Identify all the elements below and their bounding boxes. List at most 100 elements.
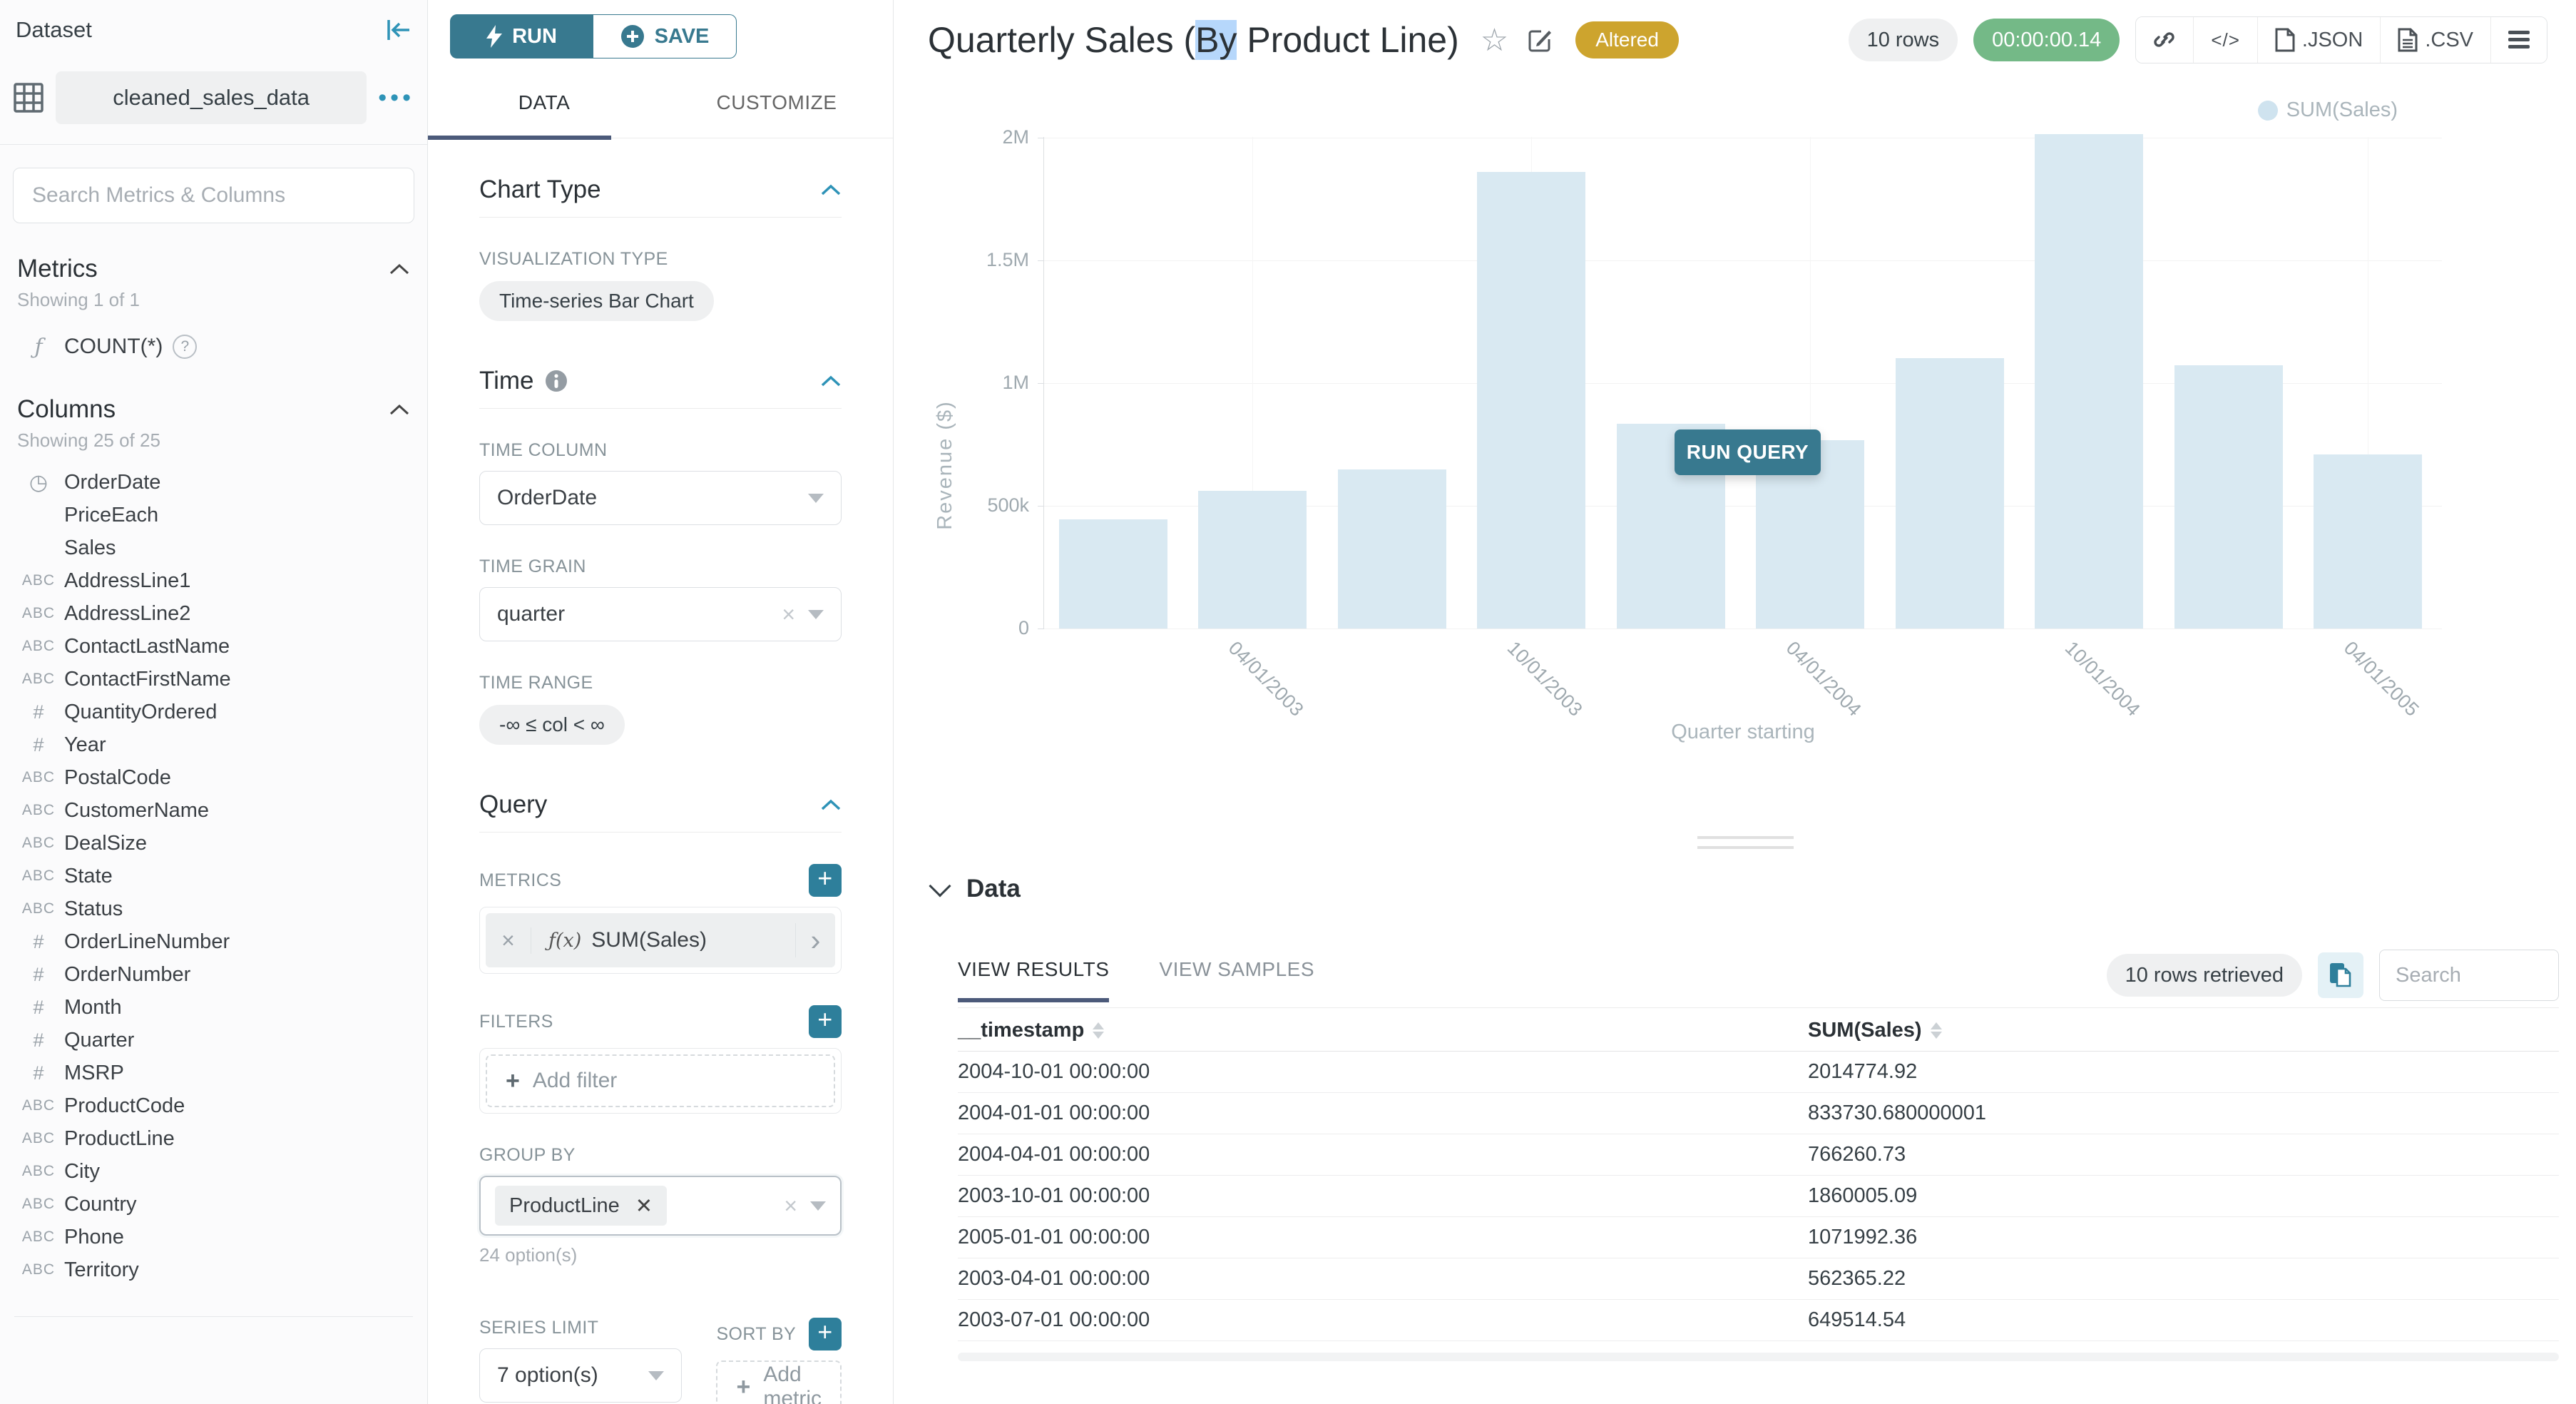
column-item[interactable]: CustomerName [13, 794, 414, 827]
copy-link-button[interactable] [2136, 17, 2194, 63]
title-selected-text: By [1195, 20, 1237, 60]
column-item[interactable]: ProductCode [13, 1089, 414, 1122]
chart-type-collapse-icon[interactable] [820, 183, 842, 196]
metric-help-icon[interactable]: ? [173, 335, 198, 359]
table-search-input[interactable] [2379, 950, 2559, 1001]
column-header-timestamp[interactable]: __timestamp [958, 1019, 1808, 1042]
column-item[interactable]: AddressLine1 [13, 564, 414, 597]
table-row[interactable]: 2003-10-01 00:00:00 1860005.09 [958, 1176, 2559, 1217]
edit-title-icon[interactable] [1527, 26, 1554, 54]
group-by-chip[interactable]: ProductLine ✕ [495, 1186, 668, 1226]
column-item[interactable]: ContactLastName [13, 630, 414, 663]
add-filter-button[interactable]: + [809, 1005, 842, 1038]
copy-data-button[interactable] [2318, 952, 2363, 998]
collapse-data-icon[interactable] [929, 875, 951, 897]
column-item[interactable]: Status [13, 892, 414, 925]
time-column-select[interactable]: OrderDate [479, 471, 842, 525]
metric-item[interactable]: ƒ COUNT(*) ? [13, 330, 414, 364]
column-item[interactable]: OrderDate [13, 466, 414, 499]
series-limit-select[interactable]: 7 option(s) [479, 1348, 683, 1403]
column-name: CustomerName [64, 798, 210, 822]
clear-icon[interactable]: × [782, 601, 795, 627]
export-csv-button[interactable]: .CSV [2380, 17, 2490, 63]
collapse-sidebar-icon[interactable] [386, 18, 412, 42]
table-row[interactable]: 2004-10-01 00:00:00 2014774.92 [958, 1052, 2559, 1093]
chart-title[interactable]: Quarterly Sales (By Product Line) [928, 19, 1459, 61]
dataset-name[interactable]: cleaned_sales_data [56, 71, 367, 124]
favorite-star-icon[interactable]: ☆ [1480, 21, 1509, 58]
column-item[interactable]: Quarter [13, 1024, 414, 1057]
run-button[interactable]: RUN [450, 14, 593, 58]
cell-sum-sales: 2014774.92 [1808, 1060, 1918, 1083]
tab-view-samples[interactable]: VIEW SAMPLES [1159, 958, 1315, 980]
save-button-label: SAVE [654, 24, 710, 48]
column-item[interactable]: Phone [13, 1221, 414, 1253]
time-collapse-icon[interactable] [820, 375, 842, 387]
table-row[interactable]: 2003-07-01 00:00:00 649514.54 [958, 1300, 2559, 1341]
tab-data[interactable]: DATA [518, 91, 571, 113]
column-name: AddressLine1 [64, 569, 191, 592]
altered-badge[interactable]: Altered [1575, 21, 1679, 58]
column-item[interactable]: OrderNumber [13, 958, 414, 991]
column-item[interactable]: ProductLine [13, 1122, 414, 1155]
clear-icon[interactable]: × [784, 1192, 797, 1219]
query-builder-panel: RUN SAVE DATA CUSTOMIZE Chart Type VISUA… [428, 0, 894, 1404]
remove-chip-icon[interactable]: ✕ [635, 1194, 653, 1218]
column-header-sum-sales[interactable]: SUM(Sales) [1808, 1019, 2559, 1042]
panel-resize-handle[interactable] [1697, 836, 1794, 856]
add-metric-button[interactable]: + [809, 864, 842, 897]
columns-collapse-icon[interactable] [389, 403, 410, 416]
column-item[interactable]: QuantityOrdered [13, 696, 414, 728]
query-collapse-icon[interactable] [820, 798, 842, 811]
table-scrollbar[interactable] [958, 1353, 2559, 1361]
metrics-collapse-icon[interactable] [389, 263, 410, 275]
legend-item[interactable]: SUM(Sales) [2257, 98, 2398, 122]
column-item[interactable]: AddressLine2 [13, 597, 414, 630]
embed-code-button[interactable]: </> [2193, 17, 2257, 63]
add-sort-metric-dropzone[interactable]: + Add metric [716, 1360, 842, 1404]
column-item[interactable]: State [13, 860, 414, 892]
search-metrics-columns-input[interactable] [13, 168, 414, 223]
column-item[interactable]: PostalCode [13, 761, 414, 794]
column-item[interactable]: PriceEach [13, 499, 414, 531]
column-type-icon [13, 802, 64, 819]
save-button[interactable]: SAVE [593, 14, 737, 58]
dataset-options-icon[interactable]: ••• [378, 83, 414, 111]
add-sort-metric-button[interactable]: + [809, 1318, 842, 1350]
column-item[interactable]: Sales [13, 531, 414, 564]
table-row[interactable]: 2004-01-01 00:00:00 833730.680000001 [958, 1093, 2559, 1134]
column-item[interactable]: City [13, 1155, 414, 1188]
column-item[interactable]: MSRP [13, 1057, 414, 1089]
metric-chip[interactable]: × ƒ(x) SUM(Sales) › [486, 913, 835, 967]
expand-metric-icon[interactable]: › [795, 923, 835, 957]
chart-menu-button[interactable] [2490, 17, 2547, 63]
group-by-select[interactable]: ProductLine ✕ × [479, 1176, 842, 1236]
export-json-button[interactable]: .JSON [2256, 17, 2381, 63]
divider [14, 1316, 413, 1317]
cell-timestamp: 2005-01-01 00:00:00 [958, 1226, 1150, 1248]
column-item[interactable]: Country [13, 1188, 414, 1221]
column-item[interactable]: Territory [13, 1253, 414, 1286]
add-filter-dropzone[interactable]: + Add filter [486, 1054, 835, 1107]
column-item[interactable]: DealSize [13, 827, 414, 860]
time-range-value[interactable]: -∞ ≤ col < ∞ [479, 705, 625, 745]
column-item[interactable]: ContactFirstName [13, 663, 414, 696]
table-row[interactable]: 2005-01-01 00:00:00 1071992.36 [958, 1217, 2559, 1258]
table-row[interactable]: 2004-04-01 00:00:00 766260.73 [958, 1134, 2559, 1176]
remove-metric-icon[interactable]: × [486, 927, 531, 954]
table-row[interactable]: 2003-04-01 00:00:00 562365.22 [958, 1258, 2559, 1300]
column-item[interactable]: Month [13, 991, 414, 1024]
tab-customize[interactable]: CUSTOMIZE [716, 91, 837, 113]
column-type-icon [13, 769, 64, 786]
tab-view-results[interactable]: VIEW RESULTS [958, 958, 1110, 1002]
column-type-icon [13, 964, 64, 986]
visualization-type-value[interactable]: Time-series Bar Chart [479, 281, 714, 321]
column-item[interactable]: Year [13, 728, 414, 761]
time-grain-select[interactable]: quarter × [479, 587, 842, 641]
run-query-button[interactable]: RUN QUERY [1675, 429, 1821, 475]
filters-container: + Add filter [479, 1048, 842, 1114]
column-item[interactable]: OrderLineNumber [13, 925, 414, 958]
column-header-label: __timestamp [958, 1019, 1085, 1042]
gridline [1044, 260, 2442, 261]
